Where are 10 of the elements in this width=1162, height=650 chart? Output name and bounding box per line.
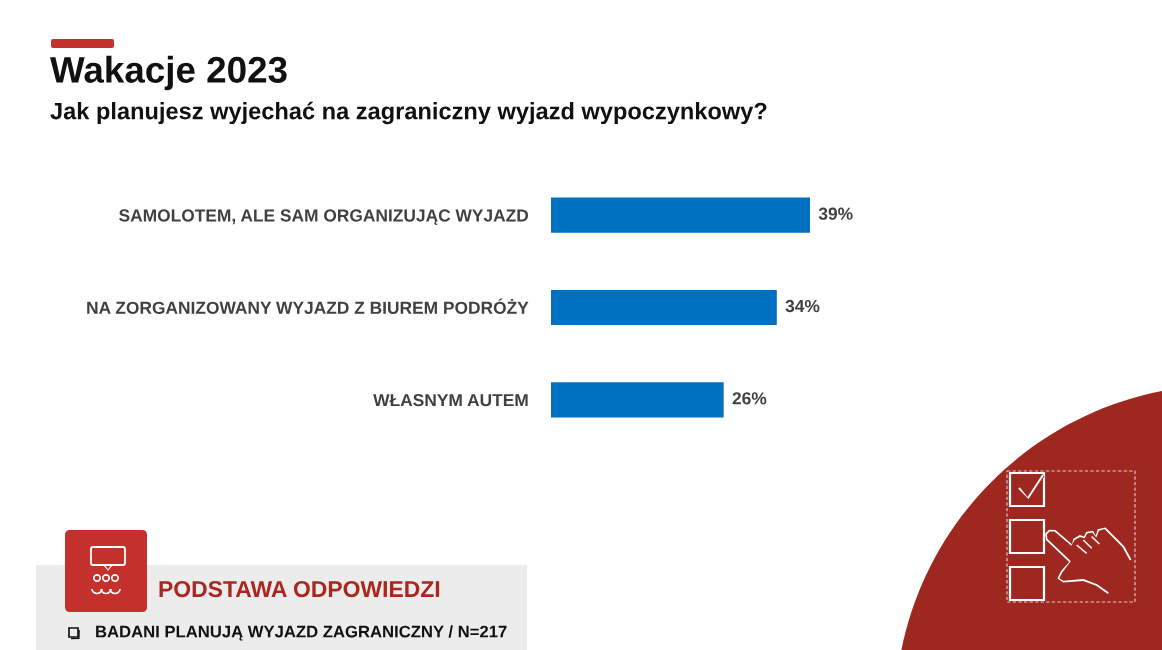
text: BADANI PLANUJĄ WYJAZD ZAGRANICZNY / N=217	[96, 625, 507, 641]
data-label: 34%	[785, 299, 820, 313]
data-label: 39%	[818, 207, 853, 220]
y-tick-label: WŁASNYM AUTEM	[373, 394, 528, 407]
y-tick-label: SAMOLOTEM, ALE SAM ORGANIZUJĄC WYJAZD	[119, 209, 529, 225]
y-tick-label: NA ZORGANIZOWANY WYJAZD Z BIUREM PODRÓŻY	[87, 298, 529, 314]
chart-subtitle: Jak planujesz wyjechać na zagraniczny wyjazd wypoczynkowy?	[50, 101, 767, 125]
data-label: 26%	[732, 392, 767, 405]
text: Wakacje 2023	[50, 55, 287, 91]
text: PODSTAWA ODPOWIEDZI	[159, 580, 440, 598]
